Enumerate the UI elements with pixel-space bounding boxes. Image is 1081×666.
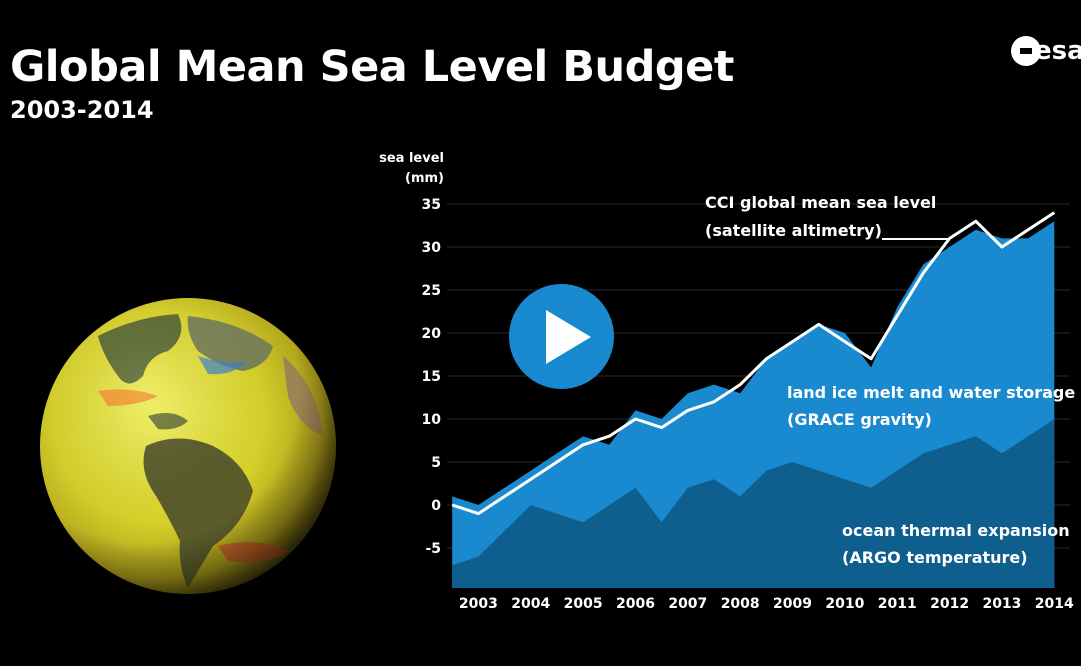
y-axis-label-line2: (mm) — [405, 171, 444, 186]
x-tick-label: 2012 — [930, 596, 969, 612]
x-tick-label: 2009 — [773, 596, 812, 612]
gmsl-line — [451, 211, 1056, 516]
gmsl-label-line2: (satellite altimetry) — [705, 221, 882, 240]
esa-logo-text: esa — [1034, 36, 1081, 66]
globe-icon — [40, 298, 336, 594]
x-tick-label: 2007 — [668, 596, 707, 612]
argo-area — [452, 419, 1055, 588]
gmsl-label-line1: CCI global mean sea level — [705, 193, 936, 212]
y-tick-label: 20 — [422, 326, 442, 342]
y-tick-label: -5 — [425, 541, 441, 557]
x-axis-ticks: 2003 2004 2005 2006 2007 2008 2009 2010 2011 2012… — [459, 596, 1074, 612]
x-tick-label: 2003 — [459, 596, 498, 612]
argo-label-line1: ocean thermal expansion — [842, 521, 1070, 540]
x-tick-label: 2004 — [511, 596, 550, 612]
y-tick-label: 30 — [422, 240, 442, 256]
y-tick-label: 15 — [422, 369, 441, 385]
page-subtitle: 2003-2014 — [10, 96, 154, 124]
x-tick-label: 2008 — [721, 596, 760, 612]
x-tick-label: 2006 — [616, 596, 655, 612]
y-tick-label: 35 — [422, 197, 441, 213]
y-tick-label: 5 — [431, 455, 441, 471]
x-tick-label: 2005 — [564, 596, 603, 612]
esa-logo: esa — [1006, 26, 1081, 76]
y-axis-ticks: 35 30 25 20 15 10 5 0 -5 — [422, 197, 442, 557]
x-tick-label: 2010 — [825, 596, 864, 612]
play-icon — [546, 310, 591, 364]
argo-label-line2: (ARGO temperature) — [842, 548, 1028, 567]
y-tick-label: 10 — [422, 412, 442, 428]
esa-logo-mark-icon — [1011, 36, 1041, 66]
chart-areas — [451, 211, 1056, 588]
y-axis-label-line1: sea level — [379, 151, 444, 166]
x-tick-label: 2013 — [982, 596, 1021, 612]
play-button[interactable] — [509, 284, 614, 389]
grace-label-line1: land ice melt and water storage — [787, 383, 1075, 402]
y-tick-label: 25 — [422, 283, 441, 299]
grace-label-line2: (GRACE gravity) — [787, 410, 932, 429]
x-tick-label: 2014 — [1035, 596, 1074, 612]
x-tick-label: 2011 — [878, 596, 917, 612]
y-tick-label: 0 — [431, 498, 441, 514]
page-title: Global Mean Sea Level Budget — [10, 42, 734, 92]
